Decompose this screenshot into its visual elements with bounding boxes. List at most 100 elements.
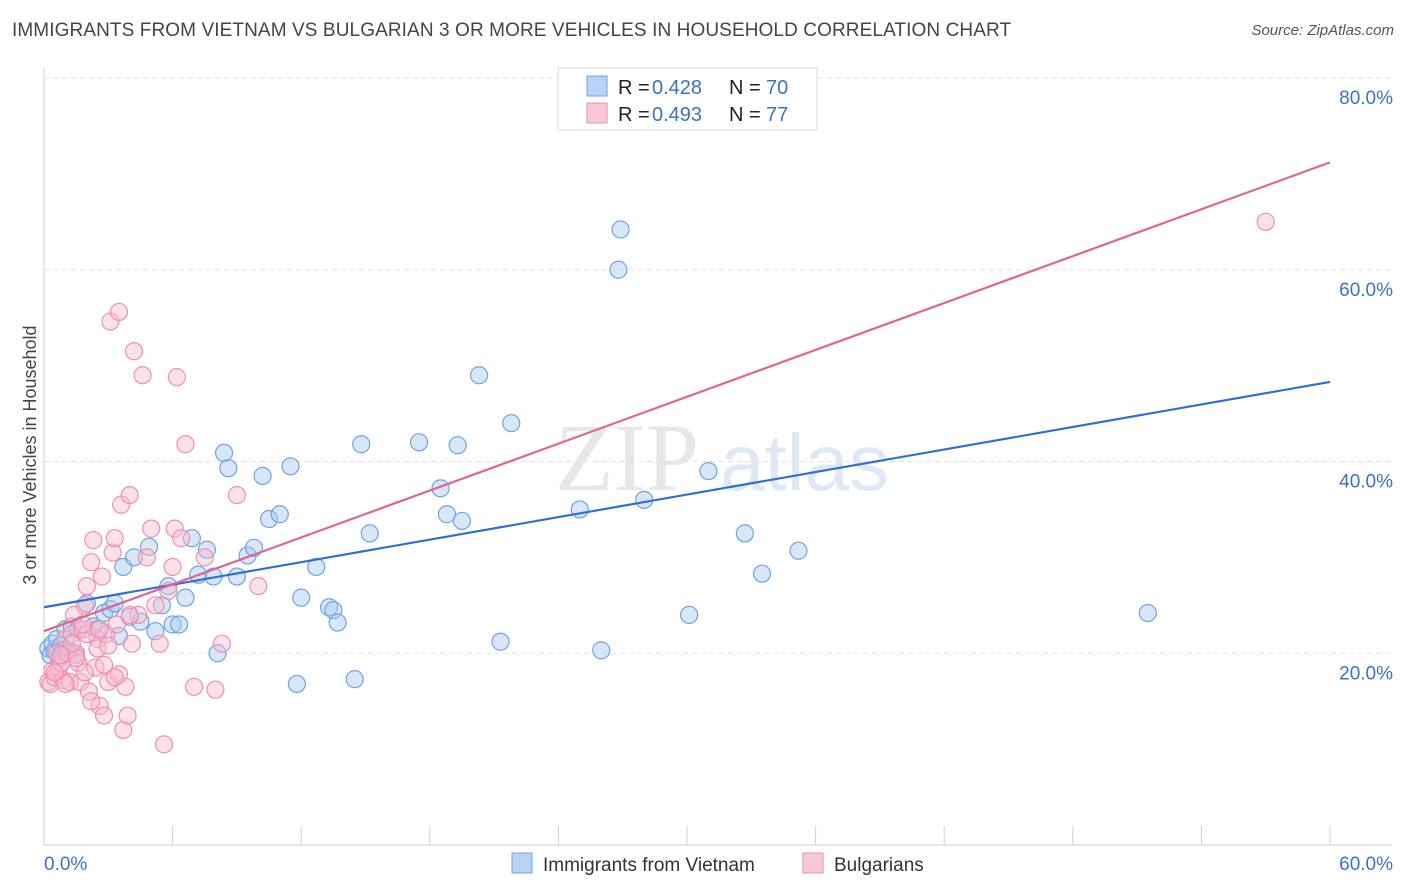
bulgarian-point-42 (133, 366, 152, 385)
bulgarian-point-32 (107, 615, 126, 634)
legend-n-label-2: N = (729, 104, 761, 126)
legend-r-label-2: R = (618, 104, 650, 126)
vietnam-point-38 (227, 567, 246, 586)
legend-n-value-1: 70 (766, 77, 788, 99)
bulgarian-point-70 (105, 668, 124, 687)
bulgarian-point-75 (90, 620, 109, 639)
bulgarian-point-21 (84, 531, 103, 550)
bulgarian-point-71 (94, 655, 114, 674)
bottom-legend-label-bulgarians: Bulgarians (834, 855, 924, 876)
vietnam-point-59 (452, 511, 472, 531)
bulgarian-point-30 (103, 543, 122, 562)
bulgarian-point-63 (88, 639, 107, 658)
vietnam-point-35 (208, 644, 227, 663)
bulgarian-point-73 (52, 646, 71, 665)
vietnam-point-56 (437, 505, 457, 524)
bulgarian-point-43 (137, 548, 156, 567)
bottom-legend-swatch-bulgarians (802, 852, 824, 874)
bulgarian-point-69 (82, 692, 101, 711)
bulgarian-point-65 (120, 605, 139, 625)
vietnam-point-51 (345, 670, 364, 689)
bulgarian-point-38 (120, 485, 139, 505)
x-tick-label-max: 60.0% (1339, 854, 1393, 875)
legend-bottom: Immigrants from Vietnam Bulgarians (511, 852, 924, 876)
vietnam-point-31 (182, 529, 201, 548)
bulgarian-point-50 (165, 519, 184, 538)
vietnam-point-60 (491, 632, 510, 651)
bulgarian-point-46 (150, 634, 169, 653)
bulgarian-point-62 (67, 648, 86, 668)
bulgarian-trend-line (43, 161, 1331, 633)
vietnam-point-50 (328, 613, 347, 632)
bulgarian-point-31 (105, 529, 124, 548)
y-tick-label-80: 80.0% (1339, 88, 1393, 109)
vietnam-point-37 (219, 459, 238, 478)
bulgarian-point-18 (77, 577, 96, 596)
bulgarian-point-47 (154, 735, 174, 754)
y-tick-label-60: 60.0% (1339, 280, 1393, 301)
vietnam-point-41 (253, 466, 272, 485)
bulgarian-point-60 (109, 302, 129, 322)
bulgarian-point-64 (99, 636, 118, 655)
vietnam-point-65 (611, 220, 630, 239)
vietnam-point-45 (287, 674, 307, 694)
bulgarian-point-24 (90, 696, 109, 716)
y-tick-label-20: 20.0% (1339, 663, 1393, 684)
vietnam-point-30 (176, 588, 195, 607)
trend-lines (43, 161, 1331, 633)
grid-lines (44, 77, 1392, 654)
bulgarian-point-40 (124, 342, 144, 361)
vietnam-trend-line (43, 380, 1331, 609)
vietnam-point-46 (292, 588, 311, 607)
bulgarian-point-56 (206, 680, 225, 699)
vietnam-point-53 (360, 524, 379, 543)
legend-r-value-2: 0.493 (652, 104, 702, 126)
vietnam-point-29 (169, 615, 189, 634)
bottom-legend-swatch-vietnam (511, 852, 533, 874)
bulgarian-point-44 (142, 519, 161, 538)
bulgarian-point-72 (62, 634, 81, 653)
legend-r-label-1: R = (618, 77, 650, 99)
bulgarian-point-66 (56, 674, 75, 694)
vietnam-point-71 (789, 541, 808, 560)
watermark: ZIP (555, 404, 699, 511)
vietnam-point-66 (635, 490, 654, 509)
vietnam-point-57 (448, 436, 467, 455)
vietnam-point-42 (259, 509, 279, 529)
bulgarian-point-55 (195, 548, 214, 567)
bulgarian-point-26 (94, 706, 114, 725)
legend-swatch-bulgarians (586, 102, 608, 124)
vietnam-point-23 (131, 612, 150, 631)
vietnam-point-63 (592, 641, 611, 660)
bulgarian-point-54 (184, 677, 204, 696)
vietnam-point-64 (609, 260, 628, 279)
chart-title: IMMIGRANTS FROM VIETNAM VS BULGARIAN 3 O… (12, 20, 1012, 41)
bulgarian-point-49 (163, 557, 182, 577)
vietnam-point-58 (469, 366, 489, 385)
vietnam-point-28 (163, 615, 182, 634)
x-tick-label-min: 0.0% (44, 854, 87, 875)
vietnam-point-43 (270, 505, 289, 524)
watermark-atlas: atlas (720, 418, 889, 507)
vietnam-point-36 (214, 443, 234, 462)
vietnam-point-72 (1138, 603, 1157, 623)
bulgarian-point-35 (114, 720, 133, 740)
bulgarian-point-20 (82, 553, 101, 572)
bulgarian-point-52 (172, 529, 191, 548)
vietnam-point-69 (735, 524, 754, 543)
vietnam-point-68 (699, 461, 718, 481)
vietnam-point-70 (752, 564, 772, 583)
bulgarian-point-59 (249, 577, 268, 596)
vietnam-point-22 (124, 548, 144, 567)
bulgarian-point-53 (176, 435, 195, 454)
bulgarian-point-57 (212, 634, 231, 653)
vietnam-point-67 (680, 605, 699, 625)
legend-n-label-1: N = (729, 77, 761, 99)
bulgarian-point-45 (146, 596, 165, 615)
legend-swatch-vietnam (586, 75, 608, 97)
axes (43, 68, 1392, 846)
bulgarian-point-76 (1256, 212, 1275, 231)
legend-r-value-1: 0.428 (652, 77, 702, 99)
y-tick-label-40: 40.0% (1339, 472, 1393, 493)
